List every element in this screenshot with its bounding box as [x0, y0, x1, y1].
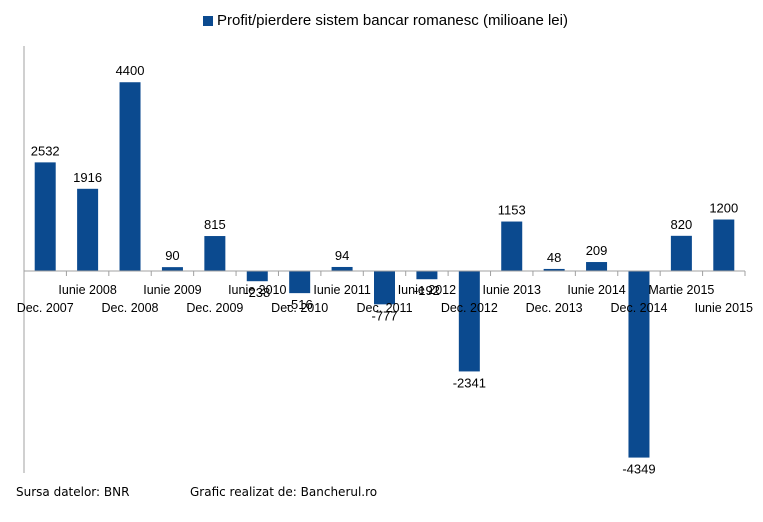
- data-label-2: 4400: [116, 63, 145, 78]
- bar-10: [458, 271, 480, 372]
- data-label-9: -192: [414, 283, 440, 298]
- x-tick-label-0: Dec. 2007: [17, 301, 74, 315]
- legend-label: Profit/pierdere sistem bancar romanesc (…: [217, 12, 568, 29]
- data-label-4: 815: [204, 217, 226, 232]
- bar-6: [289, 271, 311, 294]
- x-tick-label-2: Dec. 2008: [102, 301, 159, 315]
- data-label-3: 90: [165, 248, 179, 263]
- data-label-13: 209: [586, 243, 608, 258]
- legend-swatch: [203, 15, 213, 26]
- x-tick-label-16: Iunie 2015: [695, 301, 753, 315]
- source-note: Sursa datelor: BNR: [16, 485, 130, 499]
- bar-3: [161, 267, 183, 271]
- x-tick-label-5: Iunie 2010: [228, 283, 286, 297]
- data-label-16: 1200: [709, 201, 738, 216]
- x-tick-label-3: Iunie 2009: [143, 283, 201, 297]
- x-tick-label-8: Dec. 2011: [356, 301, 412, 315]
- bar-16: [713, 219, 735, 271]
- x-tick-label-6: Dec. 2010: [271, 301, 328, 315]
- bar-7: [331, 266, 353, 271]
- credit-note: Grafic realizat de: Bancherul.ro: [190, 485, 378, 499]
- chart-legend: Profit/pierdere sistem bancar romanesc (…: [203, 12, 568, 29]
- x-tick-label-1: Iunie 2008: [58, 283, 116, 297]
- bar-13: [586, 262, 608, 271]
- bar-4: [204, 236, 226, 271]
- x-tick-label-13: Iunie 2014: [567, 283, 625, 297]
- x-tick-label-15: Martie 2015: [648, 283, 714, 297]
- x-tick-label-11: Iunie 2013: [483, 283, 541, 297]
- data-label-10: -2341: [453, 375, 486, 390]
- data-label-15: 820: [671, 217, 693, 232]
- bar-1: [77, 188, 99, 271]
- bar-11: [501, 221, 523, 271]
- data-label-12: 48: [547, 250, 561, 265]
- bar-9: [416, 271, 438, 280]
- x-tick-label-9: Iunie 2012: [398, 283, 456, 297]
- bar-5: [246, 271, 268, 282]
- x-tick-label-10: Dec. 2012: [441, 301, 498, 315]
- x-tick-label-7: Iunie 2011: [313, 283, 371, 297]
- bar-14: [628, 271, 650, 458]
- data-label-0: 2532: [31, 143, 60, 158]
- x-tick-label-4: Dec. 2009: [186, 301, 243, 315]
- x-tick-label-12: Dec. 2013: [526, 301, 583, 315]
- x-tick-label-14: Dec. 2014: [610, 301, 667, 315]
- data-label-14: -4349: [622, 462, 655, 477]
- data-label-5: -238: [244, 285, 270, 300]
- data-label-11: 1153: [498, 203, 526, 218]
- data-label-1: 1916: [73, 170, 102, 185]
- bar-2: [119, 82, 141, 272]
- data-label-6: -516: [287, 297, 313, 312]
- bar-8: [374, 271, 395, 305]
- bar-0: [34, 162, 56, 271]
- bar-12: [543, 268, 565, 271]
- data-label-7: 94: [335, 248, 349, 263]
- bar-15: [670, 235, 692, 271]
- data-label-8: -777: [371, 308, 397, 323]
